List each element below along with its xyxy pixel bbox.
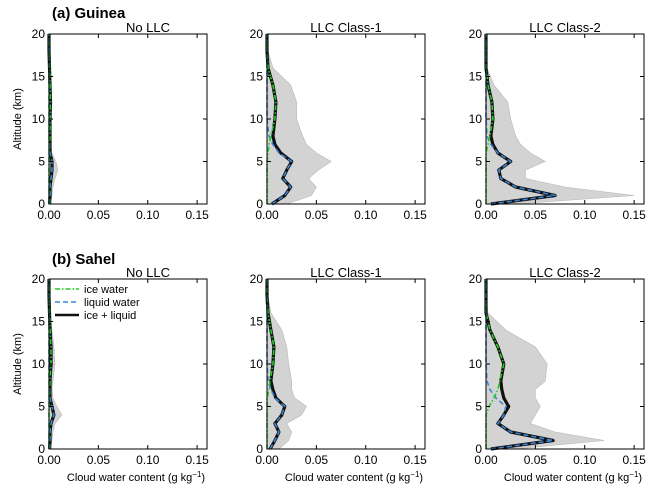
ice-water-line [266, 279, 275, 449]
x-tick-label: 0.00 [474, 453, 498, 467]
x-tick-label: 0.15 [622, 453, 646, 467]
x-tick-label: 0.10 [354, 208, 378, 222]
plot-frame [48, 33, 208, 205]
panel-title: No LLC [126, 20, 170, 35]
y-tick-label: 20 [250, 27, 264, 41]
panel-title: LLC Class-2 [529, 265, 601, 280]
panel-guinea-1: 0.00 0.05 0.10 0.15 0 5 10 15 20 No LLC Altitude (… [12, 20, 209, 222]
y-tick-label: 5 [475, 400, 482, 414]
y-tick-label: 5 [475, 155, 482, 169]
y-axis-label: Altitude (km) [12, 88, 24, 150]
y-tick-label: 5 [38, 400, 45, 414]
panel-sahel-2: 0.00 0.05 0.10 0.15 0 5 10 15 20 LLC Class-1 Cloud… [250, 265, 427, 484]
panel-title: LLC Class-1 [310, 265, 382, 280]
x-tick-label: 0.15 [185, 208, 209, 222]
plot-frame [266, 278, 426, 450]
x-tick-label: 0.10 [136, 208, 160, 222]
y-tick-label: 0 [256, 197, 263, 211]
panel-title: LLC Class-2 [529, 20, 601, 35]
y-tick-label: 15 [469, 70, 483, 84]
x-tick-label: 0.05 [305, 453, 329, 467]
ice-plus-liquid-line [265, 34, 294, 206]
y-tick-label: 5 [256, 400, 263, 414]
x-tick-label: 0.10 [354, 453, 378, 467]
y-tick-label: 20 [32, 272, 46, 286]
panel-sahel-3: 0.00 0.05 0.10 0.15 0 5 10 15 20 LLC Class-2 Cloud… [469, 265, 646, 484]
x-tick-label: 0.00 [255, 453, 279, 467]
y-tick-label: 0 [475, 197, 482, 211]
x-tick-label: 0.00 [474, 208, 498, 222]
x-tick-label: 0.05 [87, 208, 111, 222]
x-tick-label: 0.15 [622, 208, 646, 222]
y-tick-label: 10 [469, 357, 483, 371]
x-tick-label: 0.00 [37, 208, 61, 222]
spread-band [485, 34, 635, 205]
legend-liquid-water-label: liquid water [84, 297, 140, 309]
x-axis-label: Cloud water content (g kg−1) [67, 470, 205, 485]
panel-sahel-1: 0.00 0.05 0.10 0.15 0 5 10 15 20 No LLC Altitude (… [12, 265, 209, 484]
panel-title: No LLC [126, 265, 170, 280]
y-tick-label: 10 [32, 112, 46, 126]
x-axis-label: Cloud water content (g kg−1) [504, 470, 642, 485]
legend-ice-water-label: ice water [84, 284, 128, 296]
x-tick-label: 0.15 [403, 453, 427, 467]
x-tick-label: 0.10 [573, 208, 597, 222]
x-axis-label: Cloud water content (g kg−1) [285, 470, 423, 485]
y-tick-label: 15 [250, 70, 264, 84]
row-label-sahel: (b) Sahel [52, 251, 115, 268]
legend-ice-plus-liquid-label: ice + liquid [84, 310, 136, 322]
panels-group: 0.00 0.05 0.10 0.15 0 5 10 15 20 No LLC Altitude (… [12, 20, 646, 484]
y-axis-label: Altitude (km) [12, 333, 24, 395]
x-tick-label: 0.15 [403, 208, 427, 222]
ice-water-line [485, 279, 505, 449]
ice-water-line [266, 34, 277, 204]
y-tick-label: 10 [250, 112, 264, 126]
panel-guinea-2: 0.00 0.05 0.10 0.15 0 5 10 15 20 LLC Class-1 [250, 20, 427, 222]
x-tick-label: 0.00 [37, 453, 61, 467]
y-tick-label: 15 [250, 315, 264, 329]
x-tick-label: 0.05 [524, 208, 548, 222]
x-tick-label: 0.15 [185, 453, 209, 467]
y-tick-label: 5 [256, 155, 263, 169]
y-tick-label: 10 [469, 112, 483, 126]
panel-title: LLC Class-1 [310, 20, 382, 35]
y-tick-label: 5 [38, 155, 45, 169]
x-tick-label: 0.10 [136, 453, 160, 467]
x-tick-label: 0.05 [305, 208, 329, 222]
y-tick-label: 20 [469, 272, 483, 286]
row-label-guinea: (a) Guinea [52, 5, 126, 22]
y-tick-label: 15 [469, 315, 483, 329]
y-tick-label: 0 [38, 197, 45, 211]
y-tick-label: 10 [250, 357, 264, 371]
y-tick-label: 10 [32, 357, 46, 371]
x-tick-label: 0.00 [255, 208, 279, 222]
x-tick-label: 0.05 [87, 453, 111, 467]
y-tick-label: 0 [38, 442, 45, 456]
x-tick-label: 0.05 [524, 453, 548, 467]
ice-water-line [485, 34, 494, 204]
y-tick-label: 20 [469, 27, 483, 41]
y-tick-label: 15 [32, 70, 46, 84]
y-tick-label: 20 [32, 27, 46, 41]
y-tick-label: 20 [250, 272, 264, 286]
y-tick-label: 0 [475, 442, 482, 456]
y-tick-label: 15 [32, 315, 46, 329]
y-tick-label: 0 [256, 442, 263, 456]
spread-band [266, 33, 332, 205]
ice-plus-liquid-line [265, 279, 287, 450]
panel-guinea-3: 0.00 0.05 0.10 0.15 0 5 10 15 20 LLC Class-2 [469, 20, 646, 222]
x-tick-label: 0.10 [573, 453, 597, 467]
